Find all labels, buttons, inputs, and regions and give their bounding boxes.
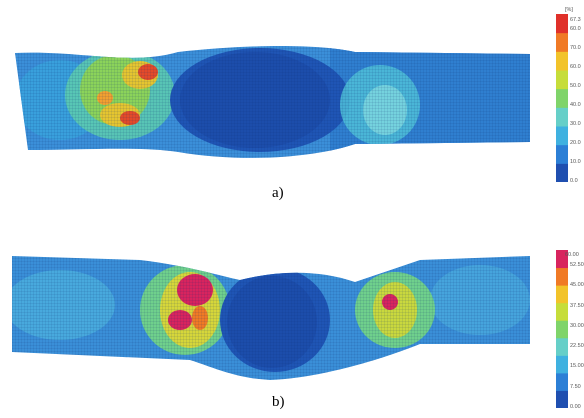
colorbar-max-a: 67.3 [570,17,581,23]
colorbar-segment [556,70,568,90]
colorbar-tick-label: 37.50 [570,302,584,309]
colorbar-segment [556,337,568,356]
colorbar-tick-label: 0.0 [570,178,578,184]
colorbar-segment [556,355,568,374]
colorbar-tick-label: 50.0 [570,83,581,89]
strain-map-a: [%] 67.3 60.0 70.0 60.0 50.0 40.0 30.0 20.0 10.… [0,0,584,201]
colorbar-tick-label: 52.50 [570,262,584,268]
colorbar-segment [556,285,568,304]
colorbar-tick-label: 10.0 [570,159,581,165]
colorbar-tick-label: 45.00 [570,282,584,289]
colorbar-tick-label: 7.50 [570,383,581,390]
colorbar-max-b: 60.00 [565,252,579,258]
deformed-specimen-mesh-a [15,46,530,158]
colorbar-tick-label: 0.00 [570,404,581,410]
colorbar-segment [556,107,568,127]
colorbar-unit-a: [%] [565,7,573,13]
colorbar-tick-label: 22.50 [570,343,584,350]
colorbar-tick-label: 70.0 [570,45,581,51]
colorbar-segment [556,390,568,408]
colorbar-segment [556,163,568,182]
colorbar-b [556,250,568,408]
strain-map-b: 60.00 52.50 45.00 37.50 30.00 22.50 15.00 7.50… [0,210,584,418]
colorbar-segment [556,144,568,164]
caption-b: b) [272,394,285,410]
colorbar-segment [556,88,568,108]
caption-a: a) [272,185,284,201]
colorbar-tick-label: 15.00 [570,363,584,370]
colorbar-segment [556,51,568,71]
colorbar-tick-label: 30.0 [570,121,581,127]
colorbar-segment [556,14,568,34]
colorbar-tick-label: 40.0 [570,102,581,108]
colorbar-segment [556,372,568,391]
colorbar-tick-label: 60.0 [570,64,581,70]
colorbar-tick-label: 30.00 [570,322,584,329]
colorbar-segment [556,250,568,269]
colorbar-segment [556,320,568,339]
deformed-specimen-mesh-b [12,256,530,380]
colorbar-tick-label: 60.0 [570,26,581,32]
colorbar-segment [556,126,568,146]
colorbar-tick-label: 20.0 [570,140,581,146]
colorbar-segment [556,267,568,286]
colorbar-a [556,14,568,182]
colorbar-segment [556,32,568,52]
colorbar-segment [556,302,568,321]
